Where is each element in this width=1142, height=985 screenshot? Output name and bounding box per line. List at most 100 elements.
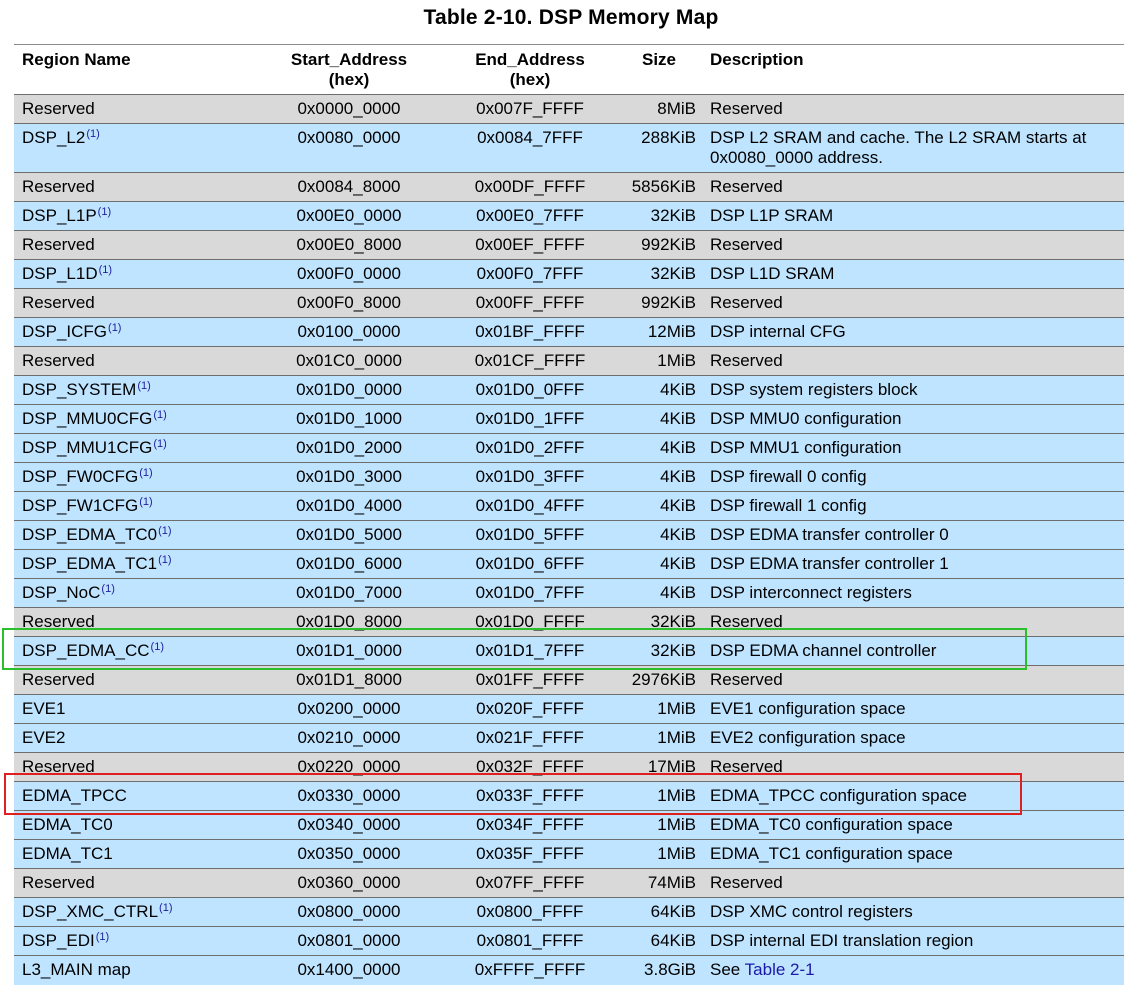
description-cell: DSP L1P SRAM — [702, 202, 1124, 231]
description-cell: DSP interconnect registers — [702, 579, 1124, 608]
footnote-ref[interactable]: (1) — [153, 409, 167, 421]
table-row: EVE2 0x0210_0000 0x021F_FFFF 1MiB EVE2 confi… — [14, 723, 1124, 753]
footnote-ref[interactable]: (1) — [137, 380, 151, 392]
start-address-cell: 0x0350_0000 — [297, 844, 401, 863]
end-address-cell: 0x01CF_FFFF — [474, 351, 586, 370]
footnote-ref[interactable]: (1) — [86, 128, 100, 140]
end-address-cell: 0x01D0_2FFF — [475, 438, 585, 457]
start-address-cell: 0x01D0_4000 — [296, 496, 402, 515]
footnote-ref[interactable]: (1) — [139, 467, 153, 479]
end-address-cell: 0x0800_FFFF — [476, 902, 584, 921]
table-row: DSP_MMU0CFG(1) 0x01D0_1000 0x01D0_1FFF 4KiB… — [14, 404, 1124, 434]
size-cell: 4KiB — [660, 554, 696, 573]
table-row: DSP_L1P(1) 0x00E0_0000 0x00E0_7FFF 32KiB DSP… — [14, 201, 1124, 231]
table-row: EDMA_TC1 0x0350_0000 0x035F_FFFF 1MiB EDMA_T… — [14, 839, 1124, 869]
size-cell: 4KiB — [660, 409, 696, 428]
description-text: Reserved — [710, 235, 783, 254]
end-address-cell: 0x01D0_7FFF — [475, 583, 585, 602]
region-name-cell: DSP_FW0CFG(1) — [14, 463, 254, 492]
description-cell: DSP firewall 1 config — [702, 492, 1124, 521]
description-cell: Reserved — [702, 289, 1124, 318]
table-row: DSP_FW1CFG(1) 0x01D0_4000 0x01D0_4FFF 4KiB D… — [14, 491, 1124, 521]
table-row: DSP_EDMA_TC0(1) 0x01D0_5000 0x01D0_5FFF 4Ki… — [14, 520, 1124, 550]
table-row: Reserved 0x00F0_8000 0x00FF_FFFF 992KiB Rese… — [14, 288, 1124, 318]
footnote-ref[interactable]: (1) — [153, 438, 167, 450]
description-cell: Reserved — [702, 347, 1124, 376]
description-text: DSP L2 SRAM and cache. The L2 SRAM start… — [710, 128, 1087, 167]
description-text: DSP firewall 0 config — [710, 467, 867, 486]
description-text: DSP EDMA transfer controller 1 — [710, 554, 949, 573]
region-name-cell: DSP_EDMA_TC0(1) — [14, 521, 254, 550]
table-row: DSP_EDMA_TC1(1) 0x01D0_6000 0x01D0_6FFF 4Ki… — [14, 549, 1124, 579]
description-text: DSP internal EDI translation region — [710, 931, 974, 950]
description-cell: Reserved — [702, 231, 1124, 260]
end-address-cell: 0x020F_FFFF — [476, 699, 584, 718]
start-address-cell: 0x01D1_8000 — [296, 670, 402, 689]
table-row: DSP_ICFG(1) 0x0100_0000 0x01BF_FFFF 12MiB DS… — [14, 317, 1124, 347]
start-address-cell: 0x01C0_0000 — [296, 351, 402, 370]
end-address-cell: 0x01D0_1FFF — [475, 409, 585, 428]
region-name-cell: DSP_EDI(1) — [14, 927, 254, 956]
region-name-cell: DSP_EDMA_CC(1) — [14, 637, 254, 666]
end-address-cell: 0x01D0_FFFF — [475, 612, 585, 631]
footnote-ref[interactable]: (1) — [101, 583, 115, 595]
region-name-cell: EVE1 — [14, 695, 254, 724]
end-address-cell: 0x0084_7FFF — [477, 128, 583, 147]
footnote-ref[interactable]: (1) — [158, 525, 172, 537]
footnote-ref[interactable]: (1) — [139, 496, 153, 508]
region-name-cell: Reserved — [14, 289, 254, 318]
table-row: Reserved 0x00E0_8000 0x00EF_FFFF 992KiB Rese… — [14, 230, 1124, 260]
footnote-ref[interactable]: (1) — [98, 264, 113, 276]
region-name-cell: EVE2 — [14, 724, 254, 753]
description-text: DSP MMU0 configuration — [710, 409, 902, 428]
description-text: EDMA_TC1 configuration space — [710, 844, 953, 863]
size-cell: 74MiB — [647, 873, 696, 892]
footnote-ref[interactable]: (1) — [159, 902, 173, 914]
region-name: DSP_FW0CFG — [22, 467, 139, 486]
end-address-cell: 0x021F_FFFF — [476, 728, 584, 747]
region-name-cell: DSP_SYSTEM(1) — [14, 376, 254, 405]
footnote-ref[interactable]: (1) — [108, 322, 122, 334]
end-address-cell: 0x01D0_5FFF — [475, 525, 585, 544]
region-name-cell: DSP_FW1CFG(1) — [14, 492, 254, 521]
description-cell: EVE1 configuration space — [702, 695, 1124, 724]
region-name: Reserved — [22, 235, 95, 254]
region-name: DSP_EDMA_TC0 — [22, 525, 158, 544]
table-row: EVE1 0x0200_0000 0x020F_FFFF 1MiB EVE1 confi… — [14, 694, 1124, 724]
description-cell: DSP EDMA channel controller — [702, 637, 1124, 666]
table-row: DSP_L2(1) 0x0080_0000 0x0084_7FFF 288KiB DSP… — [14, 123, 1124, 173]
footnote-ref[interactable]: (1) — [95, 931, 110, 943]
start-address-cell: 0x01D0_5000 — [296, 525, 402, 544]
footnote-ref[interactable]: (1) — [158, 554, 172, 566]
footnote-ref[interactable]: (1) — [97, 206, 112, 218]
start-address-cell: 0x01D0_0000 — [296, 380, 402, 399]
table-row: Reserved 0x0084_8000 0x00DF_FFFF 5856KiB Res… — [14, 172, 1124, 202]
size-cell: 4KiB — [660, 467, 696, 486]
description-cell: Reserved — [702, 95, 1124, 124]
footnote-ref[interactable]: (1) — [150, 641, 164, 653]
table-header-row: Region Name Start_Address (hex) End_Addre… — [14, 44, 1124, 95]
region-name: DSP_EDI — [22, 931, 95, 950]
description-cell: EDMA_TC0 configuration space — [702, 811, 1124, 840]
end-address-cell: 0x00F0_7FFF — [476, 264, 584, 283]
end-address-cell: 0x01BF_FFFF — [475, 322, 585, 341]
region-name-cell: L3_MAIN map — [14, 956, 254, 985]
table-row: Reserved 0x01C0_0000 0x01CF_FFFF 1MiB Reserv… — [14, 346, 1124, 376]
start-address-cell: 0x0800_0000 — [297, 902, 401, 921]
region-name: DSP_MMU1CFG — [22, 438, 153, 457]
size-cell: 1MiB — [657, 699, 696, 718]
description-cell: Reserved — [702, 666, 1124, 695]
end-address-cell: 0x01D1_7FFF — [475, 641, 585, 660]
region-name-cell: DSP_L1P(1) — [14, 202, 254, 231]
region-name-cell: EDMA_TC0 — [14, 811, 254, 840]
description-text: DSP internal CFG — [710, 322, 846, 341]
dsp-memory-map-table: Region Name Start_Address (hex) End_Addre… — [14, 44, 1124, 985]
region-name: Reserved — [22, 873, 95, 892]
end-address-cell: 0x01D0_0FFF — [475, 380, 585, 399]
header-size: Size — [641, 50, 677, 69]
start-address-cell: 0x0200_0000 — [297, 699, 401, 718]
region-name-cell: DSP_L2(1) — [14, 124, 254, 173]
table-reference-link[interactable]: Table 2-1 — [744, 960, 815, 979]
description-cell: Reserved — [702, 869, 1124, 898]
description-cell: DSP internal EDI translation region — [702, 927, 1124, 956]
